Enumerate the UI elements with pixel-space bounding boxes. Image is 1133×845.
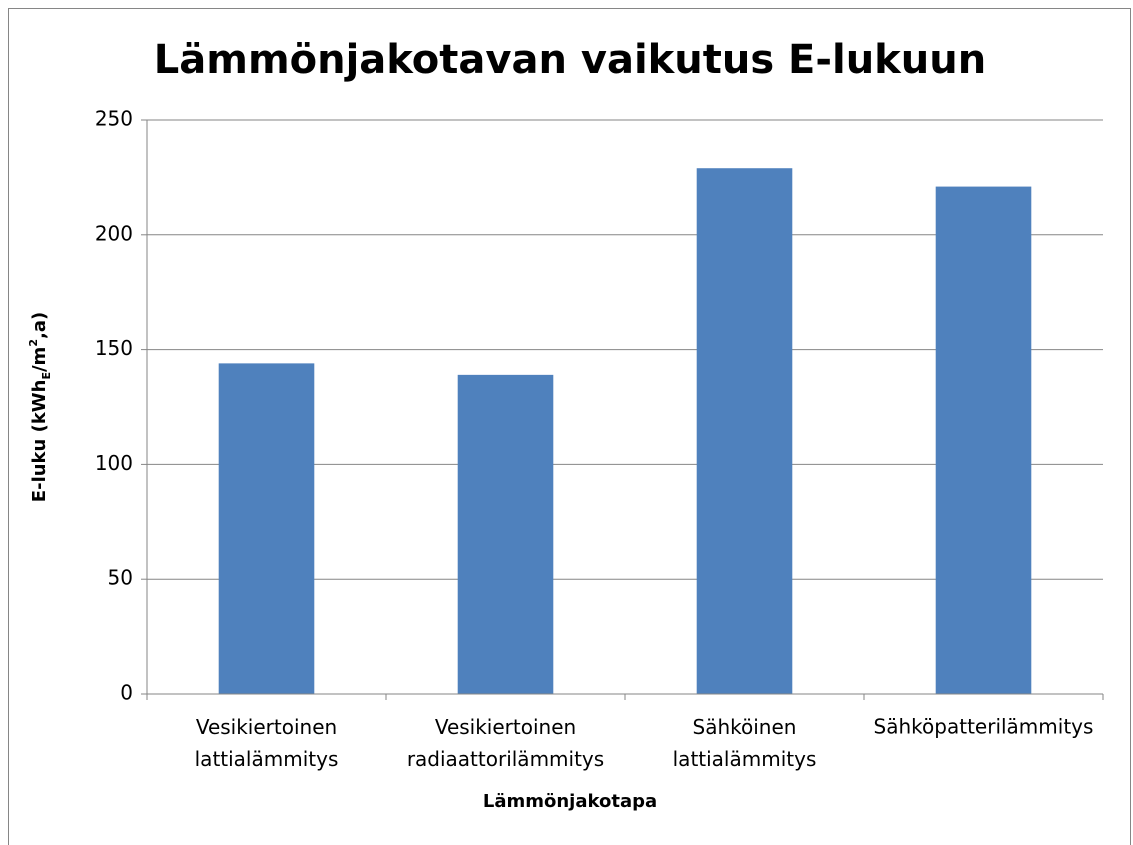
x-tick-label: Vesikiertoinen radiaattorilämmitys bbox=[407, 715, 604, 771]
bar bbox=[935, 186, 1032, 695]
x-tick-label: Vesikiertoinen lattialämmitys bbox=[195, 715, 339, 771]
bar bbox=[218, 363, 315, 694]
y-axis-title-part: ,a) bbox=[29, 312, 50, 339]
y-axis-title-part: E-luku (kWh bbox=[29, 380, 50, 503]
y-tick-label: 150 bbox=[95, 336, 133, 360]
x-tick-label: Sähköpatterilämmitys bbox=[874, 715, 1094, 739]
bar bbox=[457, 374, 554, 694]
y-tick-label: 250 bbox=[95, 107, 133, 131]
x-tick-label: Sähköinen lattialämmitys bbox=[673, 715, 817, 771]
y-axis-title: E-luku (kWhE/m2,a) bbox=[27, 312, 53, 502]
y-axis-title-part: /m bbox=[29, 347, 50, 372]
y-tick-label: 50 bbox=[108, 566, 133, 590]
y-tick-label: 0 bbox=[120, 681, 133, 705]
y-tick-label: 100 bbox=[95, 451, 133, 475]
x-axis-title: Lämmönjakotapa bbox=[483, 791, 657, 812]
y-axis-title-part: E bbox=[40, 372, 53, 380]
y-tick-label: 200 bbox=[95, 221, 133, 245]
chart-title: Lämmönjakotavan vaikutus E-lukuun bbox=[154, 37, 986, 83]
bar bbox=[696, 168, 793, 694]
y-axis-title-part: 2 bbox=[27, 339, 40, 347]
